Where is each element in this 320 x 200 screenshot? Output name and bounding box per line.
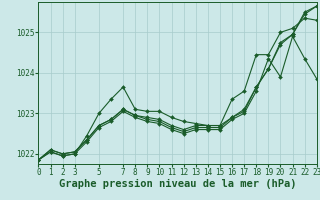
X-axis label: Graphe pression niveau de la mer (hPa): Graphe pression niveau de la mer (hPa) [59, 179, 296, 189]
